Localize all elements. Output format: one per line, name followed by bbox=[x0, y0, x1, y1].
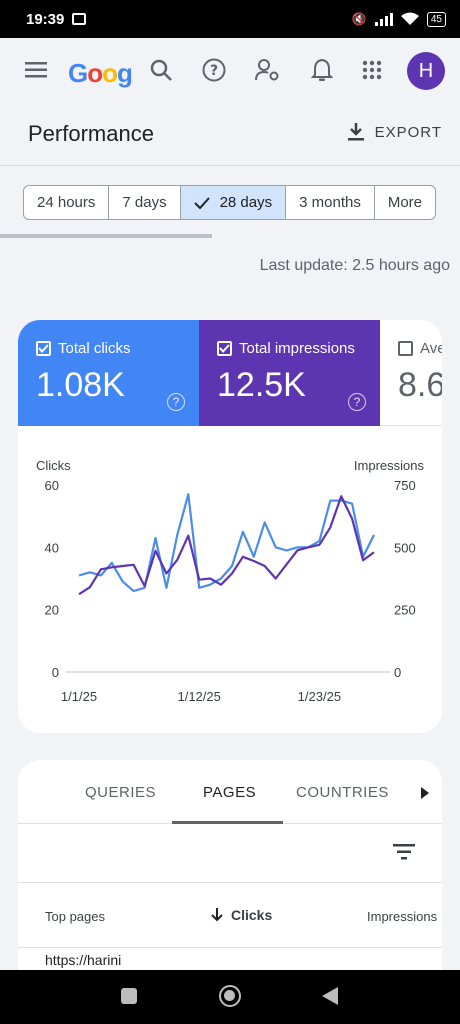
right-tick-label: 500 bbox=[394, 540, 416, 555]
right-tick-label: 750 bbox=[394, 478, 416, 493]
checkbox-checked-icon[interactable] bbox=[217, 341, 232, 356]
logo-letter: o bbox=[87, 58, 103, 88]
performance-card: Total clicks 1.08K ? Total impressions 1… bbox=[18, 320, 442, 733]
date-range-more[interactable]: More bbox=[375, 186, 435, 219]
checkbox-unchecked-icon[interactable] bbox=[398, 341, 413, 356]
status-bar: 19:39 🔇 45 bbox=[0, 0, 460, 38]
checkbox-checked-icon[interactable] bbox=[36, 341, 51, 356]
help-icon[interactable]: ? bbox=[167, 393, 185, 411]
logo-letter: G bbox=[68, 58, 88, 88]
performance-chart: Clicks Impressions 0 20 40 60 0 250 500 750 1/1/25… bbox=[36, 458, 425, 704]
left-tick-label: 20 bbox=[45, 603, 59, 618]
chip-label: 24 hours bbox=[37, 194, 96, 211]
metric-value: 12.5K bbox=[217, 366, 306, 404]
avatar[interactable]: H bbox=[407, 52, 445, 90]
column-top-pages: Top pages bbox=[45, 909, 105, 924]
google-logo: Goog bbox=[68, 58, 133, 89]
download-icon bbox=[347, 123, 364, 141]
manage-accounts-icon[interactable] bbox=[254, 56, 282, 84]
column-clicks-sort[interactable]: Clicks bbox=[211, 907, 272, 923]
chip-label: 3 months bbox=[299, 194, 361, 211]
column-clicks: Clicks bbox=[231, 907, 273, 923]
metric-average[interactable]: Ave 8.6 bbox=[380, 320, 442, 426]
wifi-icon bbox=[400, 12, 419, 25]
tab-bar: QUERIES PAGES COUNTRIES bbox=[18, 760, 442, 824]
right-tick-label: 250 bbox=[394, 603, 416, 618]
page-header: Performance EXPORT bbox=[0, 104, 460, 166]
impressions-series-line bbox=[78, 495, 375, 596]
logo-letter: g bbox=[117, 58, 133, 88]
logo-letter: o bbox=[102, 58, 118, 88]
metric-value: 1.08K bbox=[36, 366, 125, 404]
export-button[interactable]: EXPORT bbox=[347, 122, 442, 142]
metric-total-clicks[interactable]: Total clicks 1.08K ? bbox=[18, 320, 199, 426]
chip-label: 28 days bbox=[219, 194, 273, 211]
app-bar: Goog ? H bbox=[0, 38, 460, 104]
date-range-7-days[interactable]: 7 days bbox=[109, 186, 181, 219]
metric-label-row: Total impressions bbox=[217, 340, 355, 357]
signal-icon bbox=[374, 12, 393, 26]
home-dot bbox=[224, 990, 235, 1001]
date-range-selector: 24 hours 7 days 28 days 3 months More bbox=[23, 185, 437, 220]
right-axis-label: Impressions bbox=[354, 458, 425, 473]
arrow-down-icon bbox=[211, 908, 223, 922]
left-tick-label: 40 bbox=[45, 540, 59, 555]
menu-icon[interactable] bbox=[22, 56, 50, 84]
recents-button[interactable] bbox=[121, 988, 137, 1004]
tab-pages[interactable]: PAGES bbox=[203, 784, 257, 801]
x-tick-label: 1/23/25 bbox=[298, 689, 341, 704]
page-title: Performance bbox=[28, 121, 154, 146]
tab-countries[interactable]: COUNTRIES bbox=[296, 784, 389, 801]
help-icon[interactable]: ? bbox=[348, 393, 366, 411]
tab-queries[interactable]: QUERIES bbox=[85, 784, 157, 801]
metric-label: Total clicks bbox=[58, 340, 131, 357]
search-icon[interactable] bbox=[147, 56, 175, 84]
metric-label: Ave bbox=[420, 340, 442, 357]
chip-label: More bbox=[387, 194, 423, 211]
home-button[interactable] bbox=[219, 985, 241, 1007]
x-tick-label: 1/1/25 bbox=[61, 689, 97, 704]
metric-value: 8.6 bbox=[398, 366, 442, 404]
clicks-series-line bbox=[78, 493, 375, 593]
battery-icon: 45 bbox=[426, 11, 446, 27]
check-icon bbox=[193, 196, 210, 209]
dimensions-card: QUERIES PAGES COUNTRIES Top pages Clicks… bbox=[18, 760, 442, 970]
status-icons: 🔇 45 bbox=[351, 11, 446, 27]
metric-label: Total impressions bbox=[239, 340, 355, 357]
left-tick-label: 0 bbox=[52, 665, 59, 680]
filter-icon[interactable] bbox=[393, 844, 415, 865]
tab-scroll-right-icon[interactable] bbox=[421, 786, 429, 804]
filter-row bbox=[18, 824, 442, 883]
date-range-28-days[interactable]: 28 days bbox=[180, 186, 287, 219]
bell-icon[interactable] bbox=[308, 56, 336, 84]
date-range-24-hours[interactable]: 24 hours bbox=[24, 186, 110, 219]
metric-label-row: Ave bbox=[398, 340, 442, 357]
left-axis-label: Clicks bbox=[36, 458, 71, 473]
help-icon[interactable]: ? bbox=[200, 56, 228, 84]
table-header: Top pages Clicks Impressions bbox=[18, 883, 442, 948]
x-tick-label: 1/12/25 bbox=[177, 689, 220, 704]
right-tick-label: 0 bbox=[394, 665, 401, 680]
mute-icon: 🔇 bbox=[351, 12, 367, 26]
column-impressions[interactable]: Impressions bbox=[367, 909, 438, 924]
system-nav-bar bbox=[0, 970, 460, 1024]
svg-text:?: ? bbox=[210, 63, 218, 79]
back-button[interactable] bbox=[322, 987, 338, 1010]
chip-label: 7 days bbox=[122, 194, 167, 211]
status-time: 19:39 bbox=[26, 10, 65, 28]
left-tick-label: 60 bbox=[45, 478, 59, 493]
last-update-text: Last update: 2.5 hours ago bbox=[259, 257, 450, 274]
metric-label-row: Total clicks bbox=[36, 340, 131, 357]
active-tab-indicator bbox=[172, 821, 283, 824]
apps-grid-icon[interactable] bbox=[358, 56, 386, 84]
message-notification-icon bbox=[72, 13, 87, 25]
horizontal-scrollbar[interactable] bbox=[0, 234, 212, 238]
metric-total-impressions[interactable]: Total impressions 12.5K ? bbox=[199, 320, 380, 426]
export-label: EXPORT bbox=[374, 123, 442, 141]
table-row[interactable]: https://harini bbox=[45, 952, 122, 968]
date-range-3-months[interactable]: 3 months bbox=[286, 186, 375, 219]
